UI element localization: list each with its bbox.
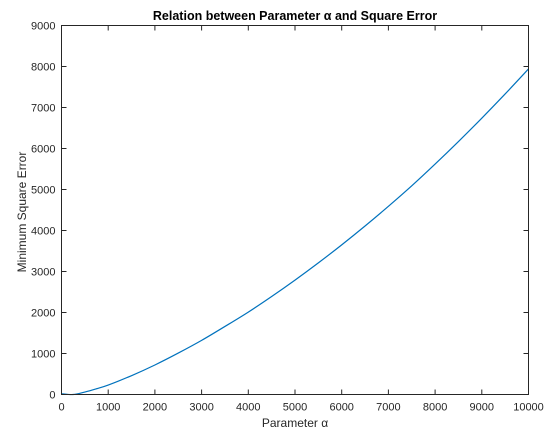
- x-tick-label: 10000: [513, 402, 544, 414]
- x-tick-label: 7000: [376, 402, 400, 414]
- y-tick-label: 2000: [31, 308, 55, 320]
- x-tick-label: 5000: [283, 402, 307, 414]
- x-tick-label: 8000: [423, 402, 447, 414]
- x-tick-label: 6000: [329, 402, 353, 414]
- series-line: [61, 68, 529, 396]
- y-axis-ticks: 0 1000 2000 3000 4000 5000 6000 7000 8000 9000: [31, 21, 529, 402]
- y-tick-label: 4000: [31, 226, 55, 238]
- y-tick-label: 3000: [31, 267, 55, 279]
- axes-box: [61, 25, 529, 395]
- x-axis-label: Parameter α: [262, 416, 328, 430]
- y-tick-label: 7000: [31, 103, 55, 115]
- x-axis-ticks: 0 1000 2000 3000 4000 5000 6000 7000 8000 9000 100…: [58, 25, 544, 414]
- x-tick-label: 4000: [236, 402, 260, 414]
- x-tick-label: 1000: [96, 402, 120, 414]
- y-tick-label: 9000: [31, 21, 55, 33]
- y-tick-label: 6000: [31, 144, 55, 156]
- x-tick-label: 9000: [470, 402, 494, 414]
- x-tick-label: 2000: [143, 402, 167, 414]
- series-layer: [61, 68, 529, 396]
- x-tick-label: 3000: [189, 402, 213, 414]
- y-tick-label: 8000: [31, 62, 55, 74]
- y-tick-label: 0: [49, 390, 55, 402]
- y-axis-label: Minimum Square Error: [15, 152, 29, 273]
- x-tick-label: 0: [58, 402, 64, 414]
- chart-title: Relation between Parameter α and Square …: [153, 9, 437, 23]
- y-tick-label: 1000: [31, 349, 55, 361]
- y-tick-label: 5000: [31, 185, 55, 197]
